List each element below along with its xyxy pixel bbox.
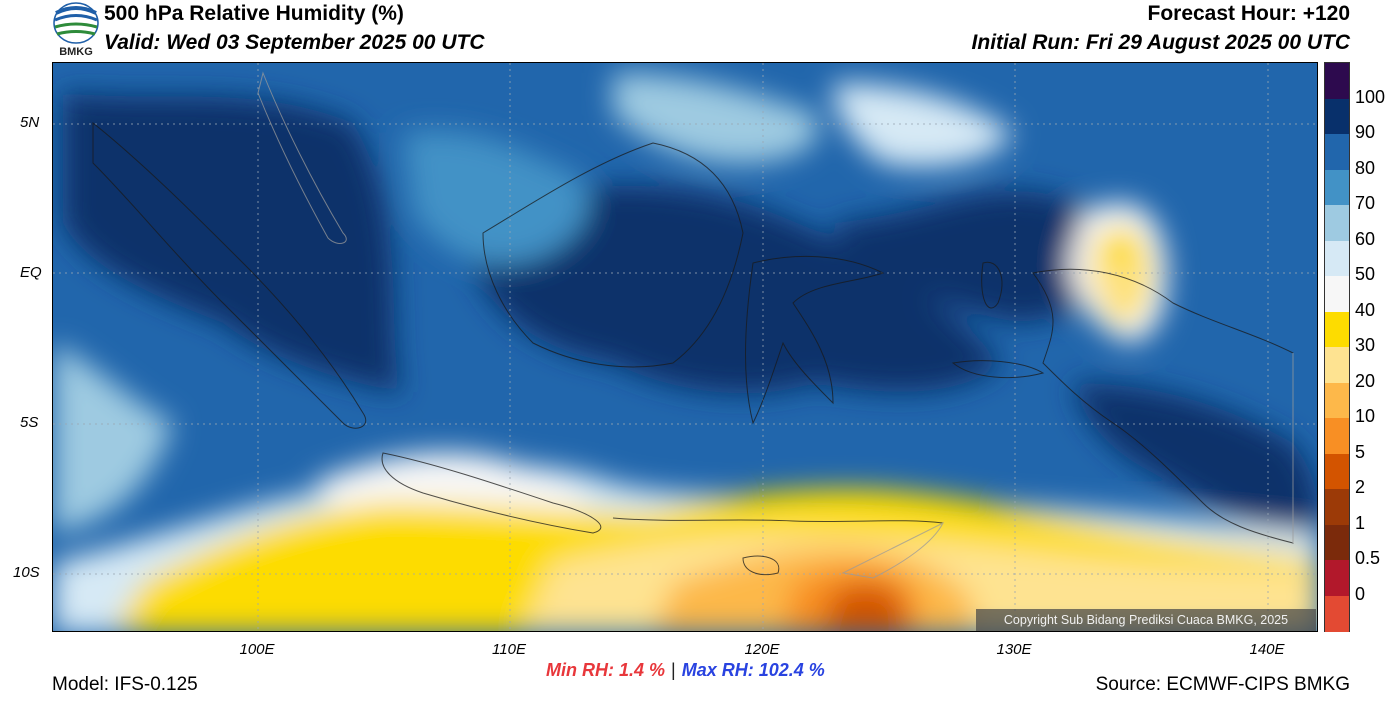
colorbar-label: 1: [1355, 512, 1366, 533]
colorbar-label: 0.5: [1355, 548, 1381, 568]
colorbar-segment: [1325, 453, 1349, 490]
lon-label-140e: 140E: [1249, 641, 1285, 658]
bmkg-logo-icon: [52, 1, 100, 61]
colorbar-segment: [1325, 311, 1349, 348]
map-canvas: [53, 63, 1317, 631]
colorbar-segment: [1325, 347, 1349, 383]
lat-label-10s: 10S: [13, 564, 40, 581]
lon-label-100e: 100E: [239, 641, 275, 658]
colorbar: [1324, 62, 1350, 632]
colorbar-segment: [1325, 524, 1349, 561]
colorbar-label: 5: [1355, 441, 1366, 462]
colorbar-label: 90: [1355, 122, 1376, 142]
model-label: Model: IFS-0.125: [52, 674, 198, 695]
lon-label-120e: 120E: [744, 641, 780, 658]
colorbar-label: 100: [1355, 86, 1386, 107]
colorbar-segment: [1325, 418, 1349, 454]
colorbar-label: 0: [1355, 583, 1366, 604]
min-max-separator: |: [671, 660, 676, 680]
valid-time: Valid: Wed 03 September 2025 00 UTC: [104, 31, 485, 54]
lat-label-eq: EQ: [20, 264, 42, 281]
colorbar-segment: [1325, 134, 1349, 170]
source-label: Source: ECMWF-CIPS BMKG: [1095, 674, 1350, 695]
forecast-hour: Forecast Hour: +120: [1147, 2, 1351, 25]
colorbar-segment: [1325, 595, 1349, 632]
lon-label-110e: 110E: [492, 641, 526, 658]
humidity-map: [52, 62, 1318, 632]
colorbar-segment: [1325, 240, 1349, 277]
colorbar-segment: [1325, 276, 1349, 312]
min-rh: Min RH: 1.4 %: [546, 660, 666, 680]
colorbar-segment: [1325, 63, 1349, 99]
lon-label-130e: 130E: [996, 641, 1032, 658]
colorbar-label: 10: [1355, 406, 1376, 426]
max-rh: Max RH: 102.4 %: [681, 660, 825, 680]
colorbar-label: 30: [1355, 335, 1376, 355]
colorbar-segment: [1325, 98, 1349, 135]
colorbar-label: 70: [1355, 193, 1376, 213]
logo-text: BMKG: [59, 46, 93, 58]
colorbar-label: 20: [1355, 370, 1376, 391]
chart-title: 500 hPa Relative Humidity (%): [104, 2, 404, 25]
colorbar-label: 80: [1355, 157, 1376, 178]
copyright-notice: Copyright Sub Bidang Prediksi Cuaca BMKG…: [976, 609, 1316, 631]
min-max-rh: Min RH: 1.4 % | Max RH: 102.4 %: [546, 660, 825, 681]
colorbar-segment: [1325, 205, 1349, 241]
lat-label-5s: 5S: [20, 414, 39, 431]
lat-label-5n: 5N: [20, 114, 40, 131]
initial-run: Initial Run: Fri 29 August 2025 00 UTC: [971, 31, 1350, 54]
colorbar-segment: [1325, 560, 1349, 596]
colorbar-label: 40: [1355, 299, 1376, 320]
colorbar-label: 2: [1355, 477, 1366, 497]
colorbar-segment: [1325, 489, 1349, 525]
colorbar-segment: [1325, 382, 1349, 419]
colorbar-segment: [1325, 169, 1349, 206]
colorbar-label: 50: [1355, 264, 1376, 284]
colorbar-label: 60: [1355, 228, 1376, 249]
